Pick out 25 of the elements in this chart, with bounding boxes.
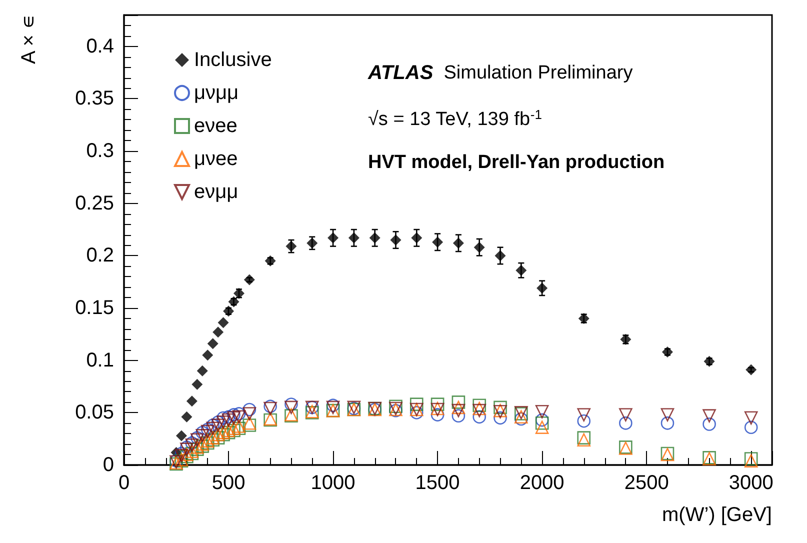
x-tick-label: 500 bbox=[212, 472, 246, 494]
y-tick-label: 0.15 bbox=[75, 297, 114, 320]
x-tick-label: 0 bbox=[118, 472, 130, 494]
x-tick-label: 2000 bbox=[520, 472, 564, 494]
y-tick-label: 0.2 bbox=[86, 244, 114, 267]
y-tick-label: 0.35 bbox=[75, 88, 114, 110]
legend-label: eνee bbox=[194, 115, 238, 137]
y-axis-title: A × ∊ bbox=[18, 15, 40, 64]
y-tick-label: 0.05 bbox=[75, 402, 114, 424]
legend-label: μνee bbox=[194, 148, 238, 170]
annotation: ATLAS Simulation Preliminary bbox=[367, 62, 634, 84]
x-tick-label: 2500 bbox=[624, 472, 669, 494]
legend-label: Inclusive bbox=[194, 49, 272, 71]
y-tick-label: 0.1 bbox=[86, 349, 114, 372]
x-axis-title: m(W’) [GeV] bbox=[662, 504, 772, 526]
legend-label: eνμμ bbox=[194, 181, 238, 203]
x-tick-label: 1500 bbox=[415, 472, 460, 494]
y-tick-label: 0.3 bbox=[86, 140, 114, 162]
x-tick-label: 1000 bbox=[310, 472, 356, 494]
annotation: HVT model, Drell-Yan production bbox=[368, 152, 665, 173]
y-tick-label: 0 bbox=[102, 454, 114, 476]
y-tick-label: 0.25 bbox=[75, 192, 114, 214]
x-tick-label: 3000 bbox=[728, 472, 774, 494]
y-tick-label: 0.4 bbox=[86, 35, 114, 58]
legend-label: μνμμ bbox=[194, 82, 239, 104]
